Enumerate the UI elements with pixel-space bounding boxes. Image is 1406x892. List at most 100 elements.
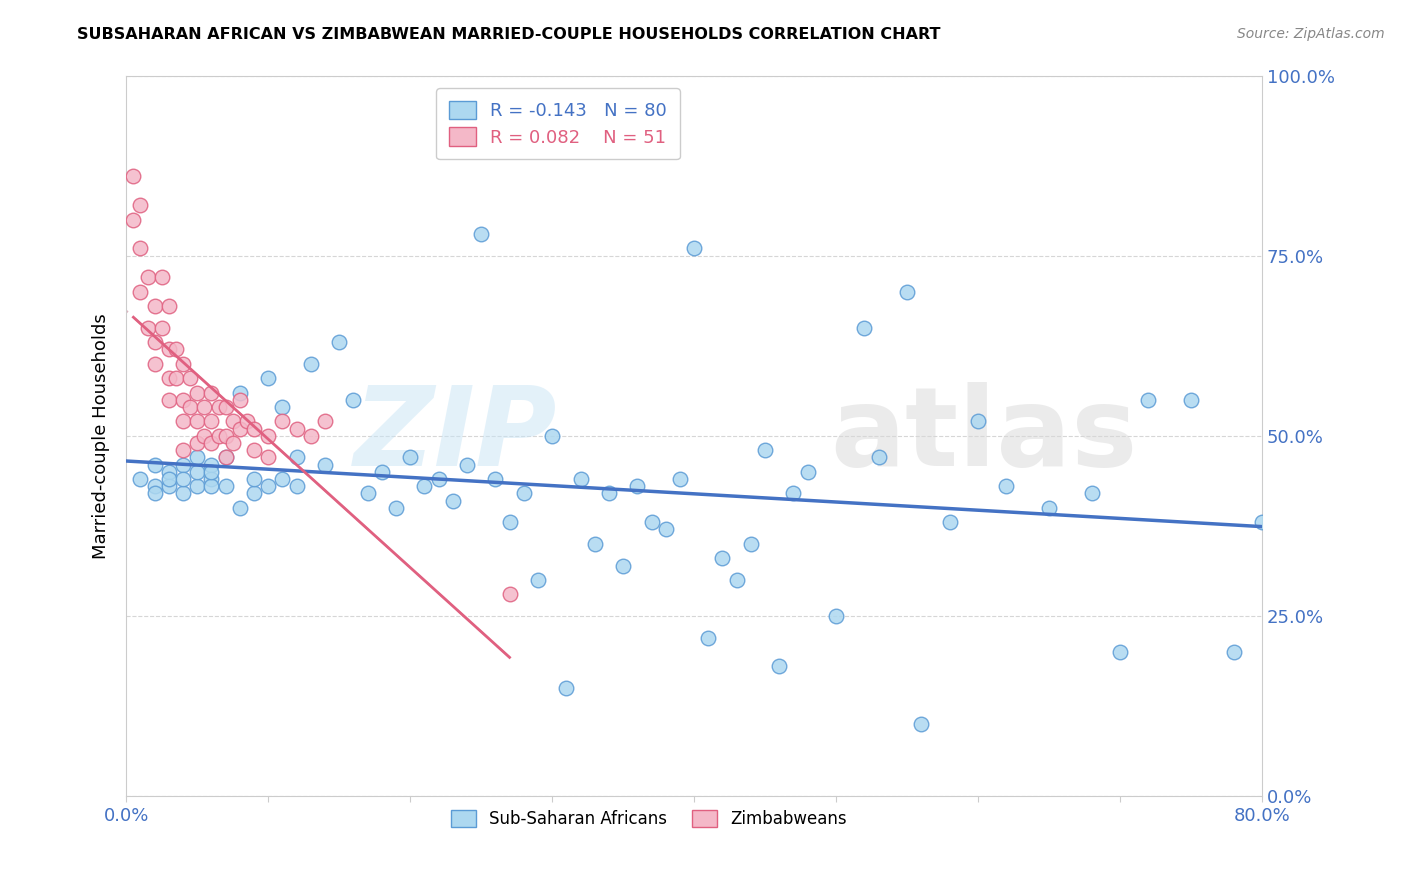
Point xyxy=(427,472,450,486)
Point xyxy=(938,516,960,530)
Point xyxy=(193,429,215,443)
Point xyxy=(683,242,706,256)
Point xyxy=(669,472,692,486)
Point xyxy=(328,335,350,350)
Point xyxy=(229,421,252,435)
Point xyxy=(868,450,890,465)
Point xyxy=(243,421,266,435)
Point xyxy=(314,414,336,428)
Point xyxy=(257,371,280,385)
Point xyxy=(768,659,790,673)
Point xyxy=(179,371,201,385)
Point xyxy=(122,169,145,184)
Point xyxy=(825,609,848,624)
Point xyxy=(136,270,159,285)
Point xyxy=(157,479,180,493)
Point xyxy=(222,436,245,450)
Point xyxy=(1222,645,1244,659)
Point xyxy=(157,371,180,385)
Point xyxy=(257,450,280,465)
Point xyxy=(143,458,166,472)
Point xyxy=(143,486,166,500)
Point xyxy=(207,429,229,443)
Point xyxy=(740,537,762,551)
Point xyxy=(200,385,222,400)
Point xyxy=(399,450,422,465)
Point xyxy=(711,551,734,566)
Point xyxy=(172,486,194,500)
Point xyxy=(200,436,222,450)
Point xyxy=(342,392,364,407)
Point xyxy=(129,198,152,212)
Point xyxy=(215,429,238,443)
Point xyxy=(285,450,308,465)
Point xyxy=(229,385,252,400)
Point xyxy=(157,392,180,407)
Point xyxy=(143,357,166,371)
Point xyxy=(541,429,564,443)
Point xyxy=(1109,645,1132,659)
Point xyxy=(122,212,145,227)
Point xyxy=(179,400,201,414)
Point xyxy=(229,500,252,515)
Point xyxy=(186,385,208,400)
Point xyxy=(143,299,166,313)
Point xyxy=(200,458,222,472)
Point xyxy=(640,516,662,530)
Point xyxy=(498,587,520,601)
Point xyxy=(172,392,194,407)
Point xyxy=(243,443,266,458)
Point xyxy=(129,242,152,256)
Point xyxy=(207,400,229,414)
Point xyxy=(236,414,259,428)
Text: atlas: atlas xyxy=(831,383,1137,490)
Point xyxy=(967,414,990,428)
Point xyxy=(782,486,804,500)
Point xyxy=(172,414,194,428)
Point xyxy=(200,472,222,486)
Point xyxy=(186,465,208,479)
Text: SUBSAHARAN AFRICAN VS ZIMBABWEAN MARRIED-COUPLE HOUSEHOLDS CORRELATION CHART: SUBSAHARAN AFRICAN VS ZIMBABWEAN MARRIED… xyxy=(77,27,941,42)
Point xyxy=(243,486,266,500)
Point xyxy=(754,443,776,458)
Point xyxy=(271,400,294,414)
Point xyxy=(172,458,194,472)
Point xyxy=(200,465,222,479)
Point xyxy=(186,450,208,465)
Point xyxy=(143,335,166,350)
Point xyxy=(215,479,238,493)
Point xyxy=(796,465,818,479)
Point xyxy=(285,421,308,435)
Text: Source: ZipAtlas.com: Source: ZipAtlas.com xyxy=(1237,27,1385,41)
Point xyxy=(513,486,536,500)
Point xyxy=(285,479,308,493)
Point xyxy=(654,523,676,537)
Point xyxy=(229,392,252,407)
Point xyxy=(1080,486,1102,500)
Point xyxy=(853,320,876,334)
Legend: Sub-Saharan Africans, Zimbabweans: Sub-Saharan Africans, Zimbabweans xyxy=(444,803,853,835)
Point xyxy=(385,500,408,515)
Point xyxy=(143,479,166,493)
Point xyxy=(150,320,173,334)
Point xyxy=(527,573,550,587)
Point xyxy=(172,357,194,371)
Point xyxy=(129,472,152,486)
Point xyxy=(484,472,506,486)
Point xyxy=(165,343,187,357)
Point xyxy=(299,357,322,371)
Point xyxy=(569,472,592,486)
Point xyxy=(257,479,280,493)
Point xyxy=(1137,392,1160,407)
Text: ZIP: ZIP xyxy=(354,383,558,490)
Point xyxy=(222,414,245,428)
Point xyxy=(157,299,180,313)
Point xyxy=(995,479,1018,493)
Point xyxy=(157,472,180,486)
Point xyxy=(257,429,280,443)
Point xyxy=(129,285,152,299)
Point xyxy=(186,436,208,450)
Y-axis label: Married-couple Households: Married-couple Households xyxy=(93,313,110,558)
Point xyxy=(215,400,238,414)
Point xyxy=(910,717,932,731)
